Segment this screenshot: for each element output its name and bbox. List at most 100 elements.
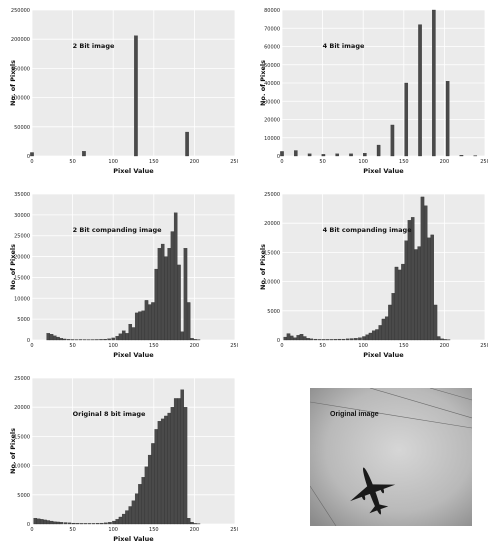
histogram-bar <box>404 240 409 341</box>
y-tick-label: 10000 <box>14 464 30 470</box>
histogram-bar <box>378 325 383 341</box>
x-tick-label: 0 <box>30 343 33 349</box>
y-tick-label: 150000 <box>11 66 30 72</box>
histogram-bar <box>118 333 123 341</box>
histogram-bar <box>459 155 464 157</box>
y-tick-label: 25000 <box>14 376 30 382</box>
histogram-bar <box>144 300 149 341</box>
histogram-bar <box>325 339 330 341</box>
histogram-bar <box>82 151 86 157</box>
histogram-bar <box>397 269 402 341</box>
y-axis-label: No. of Pixels <box>259 60 267 106</box>
power-line <box>309 485 337 527</box>
histogram-bar <box>363 153 367 157</box>
y-tick-label: 40000 <box>264 81 280 87</box>
histogram-bar <box>154 429 159 525</box>
histogram-bar <box>67 522 72 525</box>
x-tick-label: 200 <box>440 343 450 349</box>
power-line <box>369 387 473 419</box>
histogram-bar <box>404 82 409 157</box>
histogram-bar <box>134 493 139 525</box>
power-line <box>309 401 473 429</box>
histogram-bar <box>365 334 370 341</box>
histogram-bar <box>138 484 142 525</box>
x-tick-label: 200 <box>190 343 200 349</box>
histogram-bar <box>39 519 44 525</box>
histogram-bar <box>286 333 291 341</box>
chart-4bit: 0 10000 20000 30000 40000 50000 60000 70000 8000… <box>259 8 488 175</box>
histogram-bar <box>111 337 115 341</box>
y-axis-label: No. of Pixels <box>9 60 17 106</box>
histogram-bar <box>141 477 146 525</box>
x-tick-label: 0 <box>30 527 33 533</box>
histogram-bar <box>128 323 133 341</box>
histogram-bar <box>173 212 178 341</box>
y-tick-label: 15000 <box>14 275 30 281</box>
histogram-bar <box>410 217 415 341</box>
histogram-bar <box>79 523 84 525</box>
histogram-bar <box>52 521 57 525</box>
y-tick-label: 35000 <box>14 192 30 198</box>
histogram-bar <box>345 338 350 341</box>
histogram-bar <box>104 522 108 525</box>
histogram-bar <box>33 518 38 525</box>
histogram-bar <box>193 339 197 341</box>
y-tick-label: 10000 <box>264 280 280 286</box>
histogram-bar <box>177 398 181 525</box>
x-axis-label: Pixel Value <box>113 351 154 359</box>
histogram-bar <box>134 35 138 157</box>
x-tick-label: 200 <box>190 159 200 165</box>
y-axis-label: No. of Pixels <box>9 244 17 290</box>
chart-4bit-companding: 0 5000 10000 15000 20000 25000 0 50 100 150 200 250… <box>259 192 488 359</box>
histogram-bar <box>390 124 395 157</box>
histogram-bar <box>167 412 172 525</box>
histogram-bar <box>157 248 162 341</box>
x-tick-label: 150 <box>149 527 159 533</box>
histogram-bar <box>128 506 133 525</box>
histogram-bar <box>91 523 96 525</box>
histogram-bar <box>333 339 338 341</box>
y-tick-label: 50000 <box>264 63 280 69</box>
histogram-bar <box>283 336 288 341</box>
histogram-bar <box>381 318 386 341</box>
y-tick-label: 0 <box>27 522 30 528</box>
y-tick-label: 0 <box>277 154 280 160</box>
y-tick-label: 20000 <box>264 118 280 124</box>
y-tick-label: 70000 <box>264 26 280 32</box>
histogram-bar <box>296 335 301 341</box>
x-axis-label: Pixel Value <box>113 167 154 175</box>
y-tick-label: 250000 <box>11 8 30 14</box>
histogram-bar <box>147 304 152 341</box>
histogram-bar <box>36 518 41 525</box>
histogram-bar <box>46 520 51 525</box>
histogram-bar <box>59 522 64 525</box>
histogram-bar <box>445 81 450 157</box>
x-tick-label: 100 <box>108 159 118 165</box>
histogram-bar <box>183 407 188 525</box>
y-tick-label: 200000 <box>11 37 30 43</box>
chart-2bit: 0 50000 100000 150000 200000 250000 0 50 100 150 2… <box>9 8 238 175</box>
x-axis-label: Pixel Value <box>113 535 154 543</box>
y-tick-label: 0 <box>27 154 30 160</box>
y-tick-label: 60000 <box>264 45 280 51</box>
histogram-bar <box>83 523 88 525</box>
histogram-bar <box>173 398 178 525</box>
histogram-bar <box>95 339 99 341</box>
histogram-bar <box>151 443 155 525</box>
y-tick-label: 20000 <box>264 221 280 227</box>
histogram-bar <box>151 302 155 341</box>
x-tick-label: 250 <box>480 159 488 165</box>
chart-original-8bit: 0 5000 10000 15000 20000 25000 0 50 100 150 200 250… <box>9 376 238 543</box>
histogram-bar <box>125 333 129 341</box>
histogram-bar <box>423 205 428 341</box>
histogram-bar <box>313 338 318 341</box>
chart-title: 4 Bit image <box>323 42 365 50</box>
histogram-bar <box>414 249 418 341</box>
histogram-bar <box>280 151 284 157</box>
histogram-bar <box>391 293 396 341</box>
histogram-bar <box>30 152 34 157</box>
histogram-bar <box>56 521 60 525</box>
x-axis-label: Pixel Value <box>363 351 404 359</box>
histogram-bar <box>112 520 116 525</box>
y-tick-label: 80000 <box>264 8 280 14</box>
